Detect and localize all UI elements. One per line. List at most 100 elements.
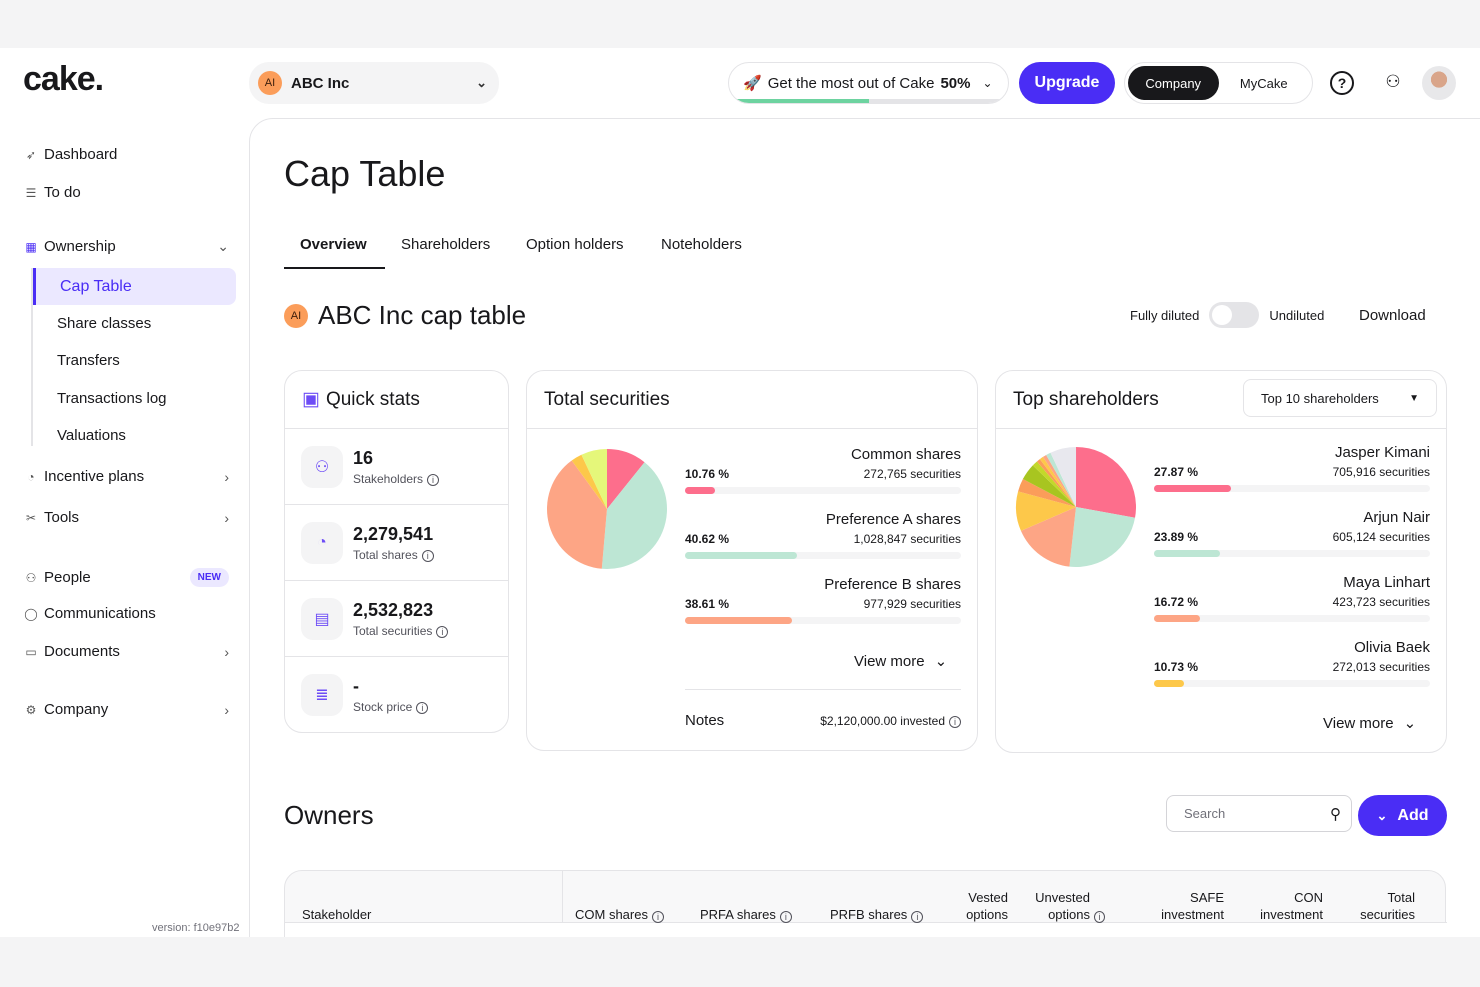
add-button[interactable]: ⌄ Add <box>1358 795 1447 836</box>
sidebar-item-incentive-plans[interactable]: ◔ Incentive plans › <box>24 468 229 485</box>
column-header[interactable]: PRFB shares i <box>830 879 930 923</box>
column-label: CON investment <box>1260 890 1323 922</box>
column-header[interactable]: COM shares i <box>575 879 685 923</box>
legend-percent: 27.87 % <box>1154 465 1199 479</box>
stat-label-text: Stakeholders <box>353 471 424 486</box>
tab-option-holders[interactable]: Option holders <box>526 236 624 253</box>
download-button[interactable]: Download <box>1359 307 1426 324</box>
avatar[interactable] <box>1422 66 1456 100</box>
pie-slice[interactable] <box>571 454 607 509</box>
info-icon[interactable]: i <box>949 716 961 728</box>
sidebar-item-tools[interactable]: ✂ Tools › <box>24 509 229 526</box>
sidebar-item-label: Incentive plans <box>44 468 145 485</box>
sidebar-item-people[interactable]: ⚇ People NEW <box>24 568 229 587</box>
total-securities-pie <box>547 449 667 569</box>
quick-stat-row: ◔ 2,279,541 Total shares i <box>285 505 508 581</box>
pie-slice[interactable] <box>1020 507 1076 567</box>
pie-slice[interactable] <box>1022 465 1076 507</box>
view-more-button[interactable]: View more ⌄ <box>854 652 948 671</box>
column-header[interactable]: CON investment <box>1235 879 1323 923</box>
top-shareholders-card: Top shareholders Jasper Kimani 27.87 % 705… <box>995 370 1447 753</box>
view-more-button[interactable]: View more ⌄ <box>1323 714 1416 733</box>
pie-slice[interactable] <box>1016 491 1076 531</box>
dilution-switch[interactable] <box>1209 302 1260 328</box>
sidebar-item-label: Communications <box>44 605 156 622</box>
sidebar-subitem-cap-table[interactable]: Cap Table <box>33 268 236 305</box>
pie-slice[interactable] <box>581 449 607 509</box>
help-icon[interactable]: ? <box>1330 71 1354 95</box>
tab-shareholders[interactable]: Shareholders <box>401 236 491 253</box>
legend-item: Common shares 10.76 % 272,765 securities <box>685 446 961 494</box>
promo-progress-fill <box>737 99 869 103</box>
company-avatar: AI <box>258 71 282 95</box>
sidebar-subitem-valuations[interactable]: Valuations <box>57 427 126 444</box>
info-icon[interactable]: i <box>416 702 429 714</box>
legend-percent: 23.89 % <box>1154 530 1199 544</box>
sidebar-item-dashboard[interactable]: ➶ Dashboard <box>24 146 229 163</box>
legend-bar-track <box>685 617 961 624</box>
info-icon[interactable]: i <box>651 911 664 923</box>
pie-slice[interactable] <box>1076 447 1136 518</box>
sidebar-subitem-share-classes[interactable]: Share classes <box>57 315 152 332</box>
info-icon[interactable]: i <box>427 473 440 486</box>
sidebar-subitem-transactions-log[interactable]: Transactions log <box>57 390 167 407</box>
chevron-down-icon: ⌄ <box>934 653 948 670</box>
legend-bar-track <box>685 487 961 494</box>
toggle-company[interactable]: Company <box>1128 66 1219 100</box>
pie-slice[interactable] <box>1018 479 1076 507</box>
pie-slice[interactable] <box>547 460 607 569</box>
pie-slice[interactable] <box>607 449 645 509</box>
tab-overview[interactable]: Overview <box>300 236 367 253</box>
info-icon[interactable]: i <box>779 911 792 923</box>
add-user-icon[interactable]: ⚇ <box>1385 72 1401 91</box>
people-icon: ⚇ <box>25 570 37 585</box>
sidebar-subitem-transfers[interactable]: Transfers <box>57 352 120 369</box>
owners-table-header: Stakeholder COM shares i PRFA shares i PRFB s… <box>284 870 1447 937</box>
column-header[interactable]: Unvested options i <box>1020 879 1105 923</box>
company-selector[interactable]: AI ABC Inc ⌄ <box>249 62 499 104</box>
onboarding-progress-dropdown[interactable]: 🚀 Get the most out of Cake 50% ⌄ <box>728 62 1009 104</box>
sidebar-item-communications[interactable]: ◯ Communications <box>24 605 229 622</box>
tab-noteholders[interactable]: Noteholders <box>661 236 742 253</box>
info-icon[interactable]: i <box>911 911 924 923</box>
pie-slice[interactable] <box>1046 452 1076 507</box>
info-icon[interactable]: i <box>421 549 434 562</box>
column-label: PRFA shares <box>700 907 776 922</box>
column-header[interactable]: Total securities <box>1335 879 1415 923</box>
top-shareholders-filter[interactable]: Top 10 shareholders ▼ <box>1243 379 1437 417</box>
pie-slice[interactable] <box>1042 454 1076 507</box>
sidebar-item-todo[interactable]: ☰ To do <box>24 184 229 201</box>
quick-stat-row: ▤ 2,532,823 Total securities i <box>285 581 508 657</box>
pie-slice[interactable] <box>1069 507 1136 567</box>
pie-slice[interactable] <box>1032 461 1076 507</box>
sidebar-item-documents[interactable]: ▭ Documents › <box>24 643 229 660</box>
stat-label-text: Total shares <box>353 547 418 562</box>
pie-slice[interactable] <box>1050 447 1077 507</box>
column-header[interactable]: PRFA shares i <box>700 879 815 923</box>
view-toggle: Company MyCake <box>1124 62 1313 104</box>
column-header[interactable]: SAFE investment <box>1117 879 1224 923</box>
chevron-down-icon: ⌄ <box>476 75 487 90</box>
stat-label-text: Stock price <box>353 700 413 714</box>
sidebar-item-ownership[interactable]: ▦ Ownership ⌄ <box>24 238 229 255</box>
column-header[interactable]: Stakeholder <box>302 879 562 923</box>
column-header[interactable]: Vested options <box>940 879 1008 923</box>
legend-item: Jasper Kimani 27.87 % 705,916 securities <box>1154 444 1430 492</box>
upgrade-button[interactable]: Upgrade <box>1019 62 1115 104</box>
filter-value: Top 10 shareholders <box>1261 390 1379 406</box>
pie-slice[interactable] <box>1039 456 1076 507</box>
report-icon: ▤ <box>301 597 343 640</box>
undiluted-label: Undiluted <box>1269 307 1325 323</box>
toggle-mycake[interactable]: MyCake <box>1239 75 1288 91</box>
info-icon[interactable]: i <box>436 625 449 638</box>
divider <box>685 689 961 690</box>
sidebar-item-company[interactable]: ⚙ Company › <box>24 701 229 718</box>
legend-securities: 272,765 securities <box>863 467 961 481</box>
search-placeholder: Search <box>1184 806 1226 821</box>
promo-percent: 50% <box>940 74 971 92</box>
search-input[interactable]: Search ⚲ <box>1166 795 1352 832</box>
pie-slice[interactable] <box>1036 459 1076 507</box>
pie-slice[interactable] <box>601 462 667 569</box>
info-icon[interactable]: i <box>1094 911 1105 923</box>
section-header: AI ABC Inc cap table <box>284 300 526 331</box>
